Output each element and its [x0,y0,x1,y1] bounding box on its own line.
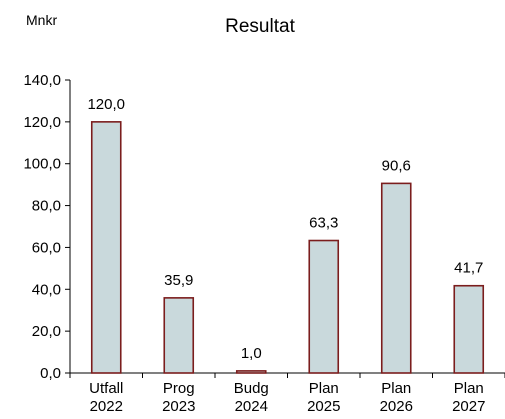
data-label: 90,6 [382,157,411,174]
y-tick-label: 60,0 [32,239,61,256]
y-tick-label: 40,0 [32,281,61,298]
x-tick-label: Prog [163,380,195,397]
x-tick-label: Plan [309,380,339,397]
x-tick-label: 2026 [380,398,413,415]
x-tick-label: 2023 [162,398,195,415]
bar [235,370,267,374]
bar [90,121,122,374]
y-tick-label: 100,0 [23,156,61,173]
data-label: 120,0 [87,96,125,113]
x-tick-label: 2025 [307,398,340,415]
x-tick-label: Utfall [89,380,123,397]
y-tick-label: 0,0 [40,365,61,382]
y-tick-label: 20,0 [32,323,61,340]
data-label: 35,9 [164,272,193,289]
y-tick-label: 80,0 [32,198,61,215]
x-tick-label: Plan [381,380,411,397]
y-tick-label: 120,0 [23,114,61,131]
bar [163,297,195,374]
x-tick-label: Plan [454,380,484,397]
data-label: 1,0 [241,345,262,362]
data-label: 41,7 [454,260,483,277]
x-tick-label: Budg [234,380,269,397]
x-tick-label: 2027 [452,398,485,415]
y-axis-unit-label: Mnkr [26,12,58,28]
x-tick-label: 2022 [90,398,123,415]
x-tick-label: 2024 [235,398,268,415]
bar [380,182,412,374]
y-tick-label: 140,0 [23,72,61,89]
data-label: 63,3 [309,215,338,232]
bar [453,284,485,374]
bar [308,239,340,374]
chart-title: Resultat [225,16,295,37]
